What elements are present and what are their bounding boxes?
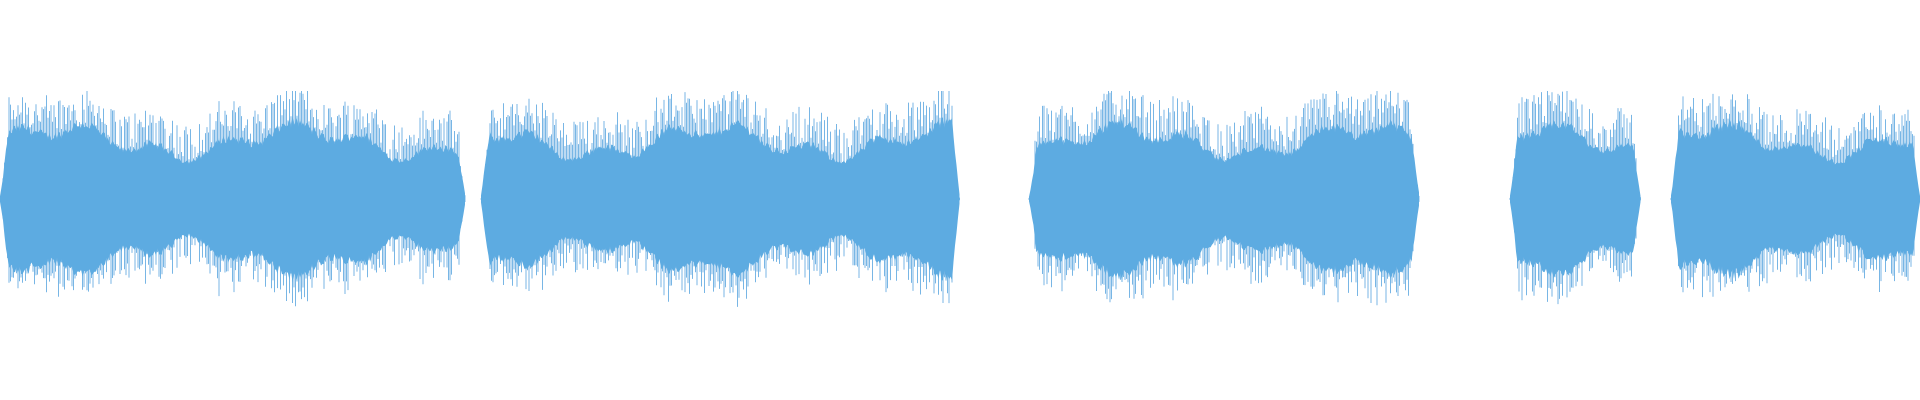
waveform-body (1671, 118, 1920, 280)
waveform-body (0, 115, 465, 283)
waveform-body (481, 116, 960, 282)
waveform-body (1510, 120, 1641, 278)
waveform-body (1029, 115, 1419, 283)
